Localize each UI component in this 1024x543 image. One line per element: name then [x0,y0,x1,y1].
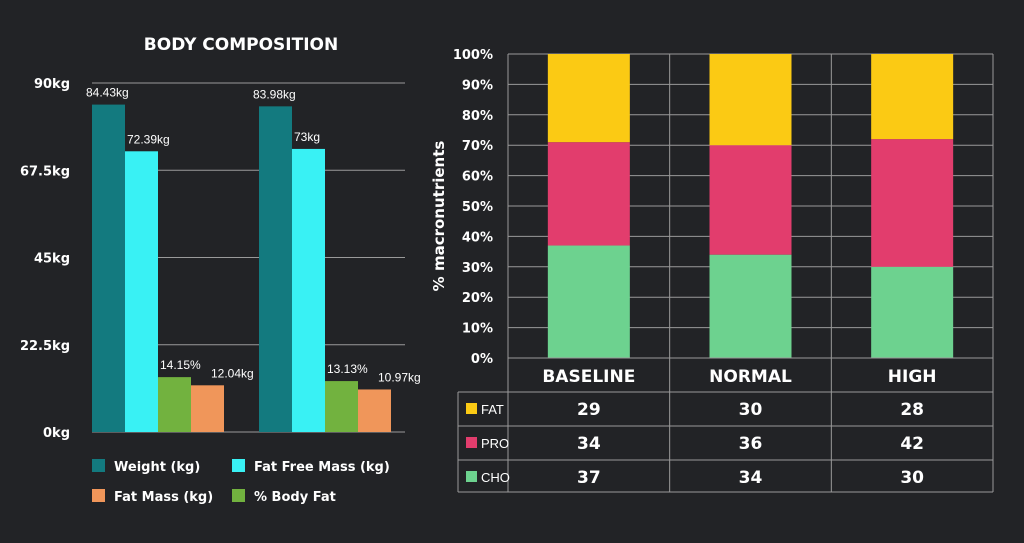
table-cell: 36 [739,434,763,454]
y-tick-label: 67.5kg [20,164,70,179]
body-composition-title: BODY COMPOSITION [144,35,338,55]
table-column-header: BASELINE [542,367,635,387]
table-row-swatch [466,403,477,414]
bar [158,377,191,432]
table-cell: 28 [900,400,924,420]
stacked-segment [547,142,630,246]
table-column-header: NORMAL [709,367,792,387]
stacked-segment [871,139,954,267]
table-cell: 30 [739,400,763,420]
table-row-header: CHO [481,470,510,485]
bar [325,381,358,432]
table-row-swatch [466,437,477,448]
data-label: 72.39kg [127,132,170,146]
legend-label: Fat Mass (kg) [114,490,213,505]
stacked-segment [709,54,792,146]
bar [191,385,224,432]
bar [292,148,325,432]
stacked-segment [547,54,630,143]
stacked-segment [871,54,954,140]
table-column-header: HIGH [888,367,937,387]
table-cell: 34 [577,434,601,454]
y-tick-label: 50% [462,200,493,215]
y-tick-label: 60% [462,170,493,185]
y-tick-label: 90kg [34,77,70,92]
y-tick-label: 22.5kg [20,339,70,354]
bar [259,106,292,432]
table-cell: 29 [577,400,601,420]
stacked-segment [709,254,792,358]
y-tick-label: 100% [453,48,493,63]
data-label: 83.98kg [253,87,296,101]
y-tick-label: 0% [471,352,493,367]
y-tick-label: 10% [462,322,493,337]
table-cell: 30 [900,468,924,488]
table-cell: 42 [900,434,924,454]
bar [92,104,125,433]
legend-label: Weight (kg) [114,460,200,475]
bar [358,389,391,432]
y-tick-label: 70% [462,139,493,154]
y-tick-label: 90% [462,78,493,93]
y-tick-label: 20% [462,291,493,306]
legend-swatch [232,459,245,472]
bar [125,151,158,433]
y-tick-label: 40% [462,230,493,245]
y-tick-label: 0kg [43,426,70,441]
data-label: 14.15% [160,358,201,372]
stacked-segment [709,145,792,255]
y-tick-label: 80% [462,109,493,124]
data-label: 10.97kg [378,370,421,384]
stacked-segment [871,266,954,358]
table-row-swatch [466,471,477,482]
legend-label: % Body Fat [254,490,336,505]
data-label: 73kg [294,130,320,144]
data-label: 84.43kg [86,86,129,100]
table-cell: 37 [577,468,601,488]
macronutrients-axis-title: % macronutrients [430,141,448,292]
data-label: 13.13% [327,362,368,376]
table-row-header: PRO [481,436,509,451]
y-tick-label: 45kg [34,252,70,267]
legend-label: Fat Free Mass (kg) [254,460,390,475]
legend-swatch [92,489,105,502]
data-label: 12.04kg [211,366,254,380]
table-row-header: FAT [481,402,504,417]
table-cell: 34 [739,468,763,488]
y-tick-label: 30% [462,261,493,276]
stacked-segment [547,245,630,358]
legend-swatch [92,459,105,472]
legend-swatch [232,489,245,502]
